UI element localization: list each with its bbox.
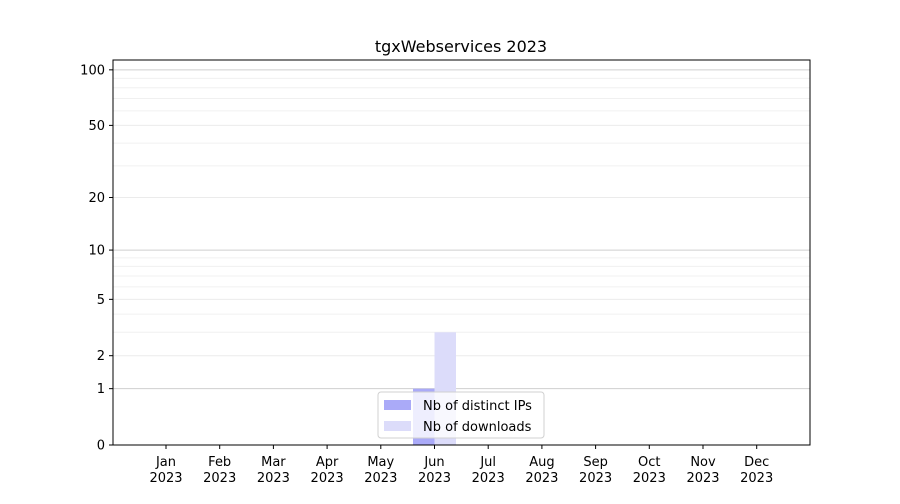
grid [113, 69, 810, 390]
legend-label: Nb of distinct IPs [423, 399, 532, 414]
x-tick-label: Apr [316, 455, 339, 470]
plot-frame [112, 59, 811, 446]
y-tick-label: 10 [88, 244, 105, 259]
x-tick-label: Nov [690, 455, 716, 470]
x-tick-label: 2023 [149, 471, 182, 486]
y-tick-label: 2 [97, 349, 105, 364]
legend-box [377, 391, 545, 439]
legend-swatch [384, 400, 411, 410]
x-tick-label: Feb [208, 455, 231, 470]
legend-label: Nb of downloads [423, 420, 532, 435]
y-tick-label: 20 [88, 191, 105, 206]
y-tick-label: 1 [97, 382, 105, 397]
y-tick-label: 0 [97, 439, 105, 454]
x-tick-label: Oct [638, 455, 660, 470]
x-tick-label: 2023 [364, 471, 397, 486]
y-tick-label: 5 [97, 293, 105, 308]
x-tick-label: Mar [261, 455, 286, 470]
x-tick-label: Jan [155, 455, 176, 470]
x-tick-label: 2023 [311, 471, 344, 486]
x-tick-label: 2023 [525, 471, 558, 486]
x-tick-label: 2023 [257, 471, 290, 486]
legend-swatch [384, 421, 411, 431]
x-tick-label: 2023 [740, 471, 773, 486]
x-tick-label: Jul [479, 455, 496, 470]
x-tick-label: 2023 [633, 471, 666, 486]
legend: Nb of distinct IPs Nb of downloads [377, 391, 545, 439]
x-tick-label: May [367, 455, 394, 470]
y-tick-label: 100 [80, 63, 105, 78]
x-tick-label: 2023 [579, 471, 612, 486]
y-tick-label: 50 [88, 119, 105, 134]
x-tick-label: Aug [529, 455, 554, 470]
x-tick-label: 2023 [686, 471, 719, 486]
chart-title: tgxWebservices 2023 [375, 37, 547, 56]
x-tick-label: Sep [583, 455, 608, 470]
y-axis: 0 1 2 5 10 20 50 100 [80, 63, 113, 454]
x-tick-label: Dec [744, 455, 769, 470]
x-tick-label: 2023 [472, 471, 505, 486]
x-tick-label: Jun [423, 455, 444, 470]
x-axis: Jan2023Feb2023Mar2023Apr2023May2023Jun20… [149, 445, 773, 486]
x-tick-label: 2023 [203, 471, 236, 486]
x-tick-label: 2023 [418, 471, 451, 486]
